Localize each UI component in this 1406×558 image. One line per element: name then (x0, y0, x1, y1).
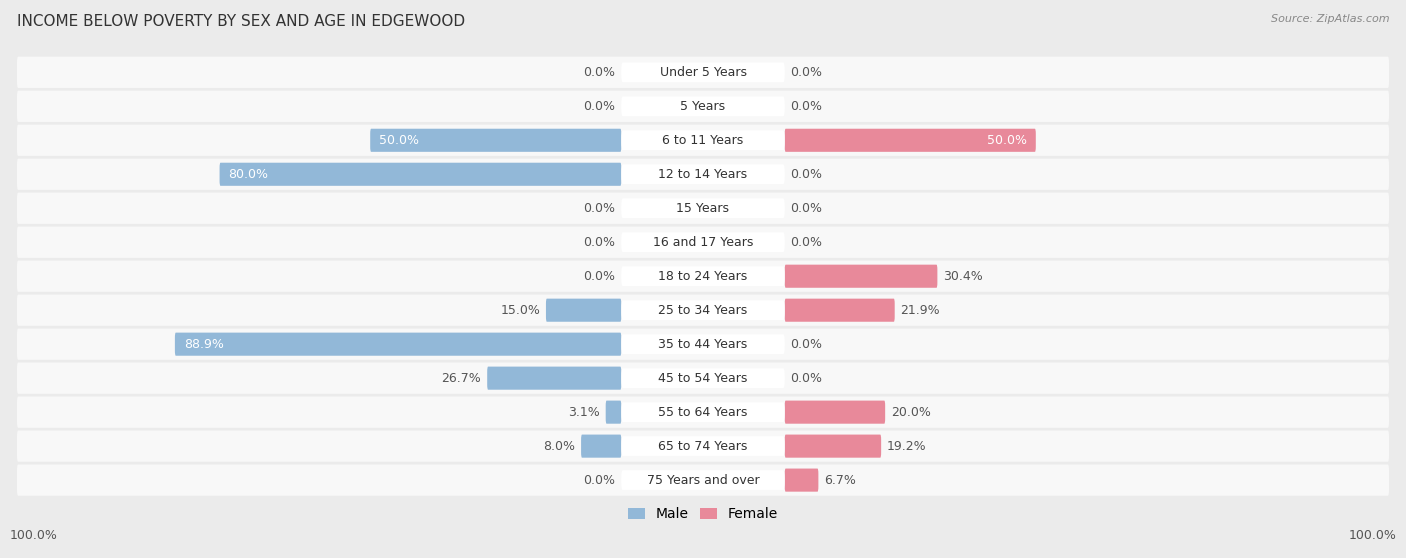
Text: 55 to 64 Years: 55 to 64 Years (658, 406, 748, 418)
Text: 6 to 11 Years: 6 to 11 Years (662, 134, 744, 147)
FancyBboxPatch shape (621, 62, 785, 82)
FancyBboxPatch shape (785, 469, 818, 492)
FancyBboxPatch shape (17, 363, 1389, 394)
Text: 8.0%: 8.0% (543, 440, 575, 453)
FancyBboxPatch shape (17, 295, 1389, 326)
Text: Source: ZipAtlas.com: Source: ZipAtlas.com (1271, 14, 1389, 24)
Text: 15 Years: 15 Years (676, 202, 730, 215)
FancyBboxPatch shape (621, 402, 785, 422)
Text: 0.0%: 0.0% (583, 270, 616, 283)
Text: 50.0%: 50.0% (987, 134, 1026, 147)
Text: INCOME BELOW POVERTY BY SEX AND AGE IN EDGEWOOD: INCOME BELOW POVERTY BY SEX AND AGE IN E… (17, 14, 465, 29)
Text: 5 Years: 5 Years (681, 100, 725, 113)
FancyBboxPatch shape (17, 158, 1389, 190)
FancyBboxPatch shape (785, 129, 1036, 152)
Text: 0.0%: 0.0% (583, 66, 616, 79)
FancyBboxPatch shape (17, 464, 1389, 496)
Text: 25 to 34 Years: 25 to 34 Years (658, 304, 748, 317)
FancyBboxPatch shape (621, 232, 785, 252)
Text: 50.0%: 50.0% (380, 134, 419, 147)
FancyBboxPatch shape (621, 470, 785, 490)
Text: 35 to 44 Years: 35 to 44 Years (658, 338, 748, 350)
Legend: Male, Female: Male, Female (623, 502, 783, 527)
FancyBboxPatch shape (488, 367, 621, 389)
FancyBboxPatch shape (621, 368, 785, 388)
Text: 20.0%: 20.0% (891, 406, 931, 418)
Text: 0.0%: 0.0% (790, 338, 823, 350)
FancyBboxPatch shape (785, 264, 938, 288)
FancyBboxPatch shape (621, 165, 785, 184)
FancyBboxPatch shape (606, 401, 621, 424)
Text: 0.0%: 0.0% (583, 100, 616, 113)
FancyBboxPatch shape (621, 266, 785, 286)
FancyBboxPatch shape (17, 57, 1389, 88)
Text: 100.0%: 100.0% (10, 530, 58, 542)
Text: 75 Years and over: 75 Years and over (647, 474, 759, 487)
Text: Under 5 Years: Under 5 Years (659, 66, 747, 79)
FancyBboxPatch shape (370, 129, 621, 152)
FancyBboxPatch shape (621, 131, 785, 150)
FancyBboxPatch shape (621, 97, 785, 116)
Text: 100.0%: 100.0% (1348, 530, 1396, 542)
Text: 0.0%: 0.0% (790, 66, 823, 79)
Text: 26.7%: 26.7% (441, 372, 481, 384)
Text: 0.0%: 0.0% (583, 202, 616, 215)
FancyBboxPatch shape (219, 163, 621, 186)
Text: 45 to 54 Years: 45 to 54 Years (658, 372, 748, 384)
Text: 30.4%: 30.4% (943, 270, 983, 283)
FancyBboxPatch shape (621, 300, 785, 320)
FancyBboxPatch shape (17, 397, 1389, 428)
Text: 88.9%: 88.9% (184, 338, 224, 350)
Text: 0.0%: 0.0% (790, 100, 823, 113)
Text: 19.2%: 19.2% (887, 440, 927, 453)
Text: 18 to 24 Years: 18 to 24 Years (658, 270, 748, 283)
Text: 65 to 74 Years: 65 to 74 Years (658, 440, 748, 453)
FancyBboxPatch shape (17, 430, 1389, 462)
FancyBboxPatch shape (17, 90, 1389, 122)
FancyBboxPatch shape (785, 435, 882, 458)
Text: 15.0%: 15.0% (501, 304, 540, 317)
FancyBboxPatch shape (17, 261, 1389, 292)
FancyBboxPatch shape (546, 299, 621, 322)
FancyBboxPatch shape (17, 227, 1389, 258)
Text: 21.9%: 21.9% (900, 304, 941, 317)
Text: 12 to 14 Years: 12 to 14 Years (658, 168, 748, 181)
FancyBboxPatch shape (17, 193, 1389, 224)
FancyBboxPatch shape (621, 334, 785, 354)
FancyBboxPatch shape (17, 329, 1389, 360)
FancyBboxPatch shape (621, 436, 785, 456)
Text: 0.0%: 0.0% (790, 235, 823, 249)
Text: 0.0%: 0.0% (583, 474, 616, 487)
Text: 16 and 17 Years: 16 and 17 Years (652, 235, 754, 249)
Text: 0.0%: 0.0% (583, 235, 616, 249)
Text: 80.0%: 80.0% (228, 168, 269, 181)
Text: 0.0%: 0.0% (790, 202, 823, 215)
FancyBboxPatch shape (17, 124, 1389, 156)
FancyBboxPatch shape (581, 435, 621, 458)
FancyBboxPatch shape (785, 299, 894, 322)
FancyBboxPatch shape (174, 333, 621, 356)
Text: 0.0%: 0.0% (790, 372, 823, 384)
Text: 3.1%: 3.1% (568, 406, 600, 418)
Text: 0.0%: 0.0% (790, 168, 823, 181)
Text: 6.7%: 6.7% (824, 474, 856, 487)
FancyBboxPatch shape (621, 199, 785, 218)
FancyBboxPatch shape (785, 401, 886, 424)
